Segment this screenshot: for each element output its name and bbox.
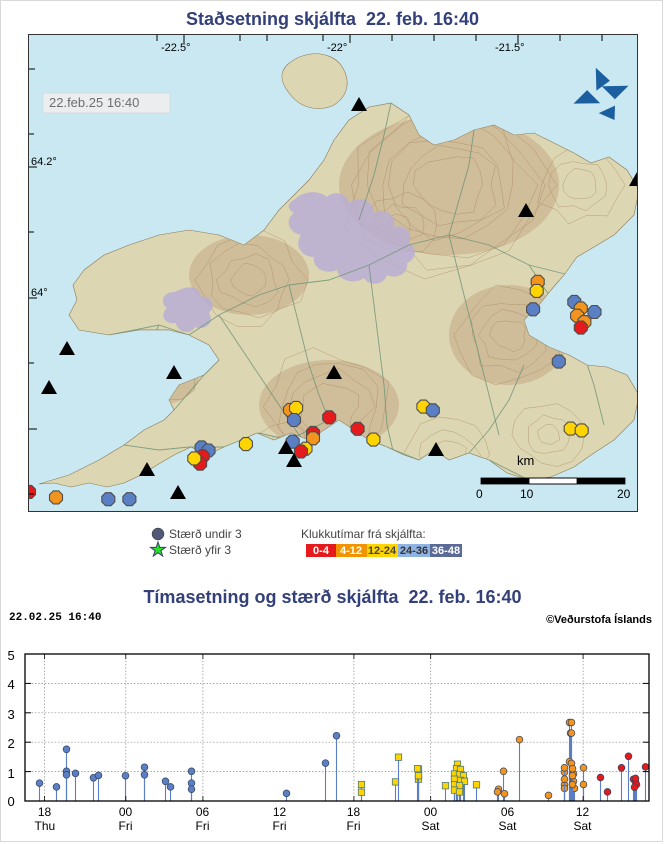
svg-text:20: 20 [617, 487, 631, 501]
svg-text:64.2°: 64.2° [31, 156, 57, 168]
svg-text:4-12: 4-12 [340, 545, 362, 557]
svg-text:12-24: 12-24 [368, 545, 397, 557]
svg-text:Stærð yfir 3: Stærð yfir 3 [169, 543, 231, 557]
svg-text:36-48: 36-48 [432, 545, 460, 557]
svg-text:0: 0 [476, 487, 483, 501]
svg-text:Klukkutímar frá skjálfta:: Klukkutímar frá skjálfta: [301, 527, 426, 541]
svg-text:22.feb.25 16:40: 22.feb.25 16:40 [49, 95, 139, 110]
svg-text:Stærð undir 3: Stærð undir 3 [169, 527, 242, 541]
svg-text:24-36: 24-36 [400, 545, 428, 557]
svg-text:-21.5°: -21.5° [495, 42, 524, 54]
svg-text:64°: 64° [31, 287, 48, 299]
svg-text:10: 10 [520, 487, 534, 501]
svg-text:km: km [517, 453, 534, 468]
svg-text:0-4: 0-4 [313, 545, 330, 557]
svg-text:-22.5°: -22.5° [161, 42, 190, 54]
svg-text:-22°: -22° [327, 42, 347, 54]
